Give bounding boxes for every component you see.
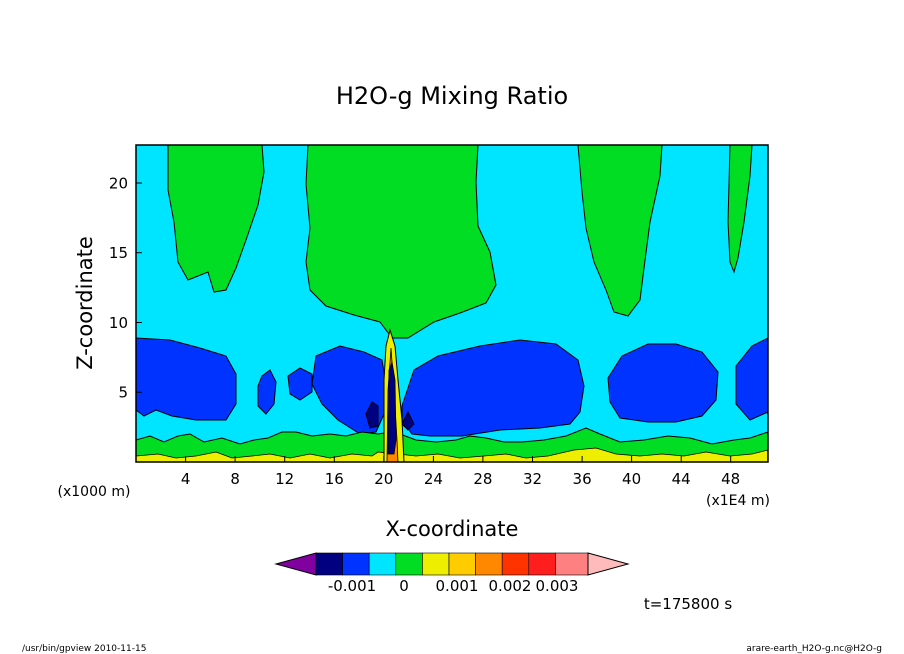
y-axis: 5 10 15 20 Z-coordinate (x1000 m) xyxy=(58,174,142,500)
colorbar-tick-label: 0.002 xyxy=(489,577,532,595)
x-tick-label: 16 xyxy=(325,470,344,488)
x-tick-label: 48 xyxy=(721,470,740,488)
y-tick-label: 5 xyxy=(118,384,128,402)
contour-field xyxy=(135,144,769,463)
x-tick-label: 44 xyxy=(672,470,691,488)
colorbar-lower-arrow xyxy=(274,552,317,576)
colorbar-cell xyxy=(501,552,530,576)
x-tick-label: 12 xyxy=(275,470,294,488)
dark-blue-cell-2 xyxy=(401,410,415,431)
blue-cell-6 xyxy=(607,343,719,423)
colorbar-cell xyxy=(422,552,450,576)
upper-green-plume-1 xyxy=(167,144,265,293)
blue-cell-1 xyxy=(135,337,237,421)
colorbar-cell xyxy=(555,552,589,576)
y-tick-label: 15 xyxy=(109,244,128,262)
upper-green-plume-2 xyxy=(577,144,663,317)
y-tick-label: 20 xyxy=(109,174,128,192)
colorbar-cell xyxy=(342,552,370,576)
x-tick-label: 32 xyxy=(523,470,542,488)
colorbar-cell xyxy=(395,552,423,576)
colorbar-cell xyxy=(528,552,556,576)
colorbar-cell xyxy=(368,552,397,576)
time-label: t=175800 s xyxy=(644,595,732,613)
x-tick-label: 36 xyxy=(573,470,592,488)
upper-green-plume-3 xyxy=(727,144,753,274)
y-axis-label: Z-coordinate xyxy=(73,236,97,370)
lower-yellow-band xyxy=(135,447,769,463)
blue-cell-5 xyxy=(401,339,585,437)
colorbar-cell xyxy=(315,552,343,576)
colorbar-cell xyxy=(448,552,476,576)
x-tick-label: 20 xyxy=(374,470,393,488)
x-tick-label: 8 xyxy=(230,470,240,488)
x-tick-label: 24 xyxy=(424,470,443,488)
x-tick-label: 40 xyxy=(622,470,641,488)
upper-green-central-plume xyxy=(305,144,497,339)
x-tick-label: 28 xyxy=(473,470,492,488)
x-tick-label: 4 xyxy=(181,470,191,488)
y-unit-label: (x1000 m) xyxy=(58,484,131,500)
colorbar-tick-label: 0.001 xyxy=(436,577,479,595)
colorbar-tick-label: 0.003 xyxy=(536,577,579,595)
chart-title: H2O-g Mixing Ratio xyxy=(336,82,568,110)
colorbar-tick-label: -0.001 xyxy=(328,577,376,595)
x-unit-label: (x1E4 m) xyxy=(706,493,770,509)
colorbar-upper-arrow xyxy=(587,552,630,576)
y-tick-label: 10 xyxy=(109,314,128,332)
colorbar: -0.001 0 0.001 0.002 0.003 xyxy=(274,552,630,595)
colorbar-cell xyxy=(475,552,503,576)
blue-cell-3 xyxy=(287,367,313,401)
dark-blue-cell-1 xyxy=(365,401,379,429)
plot-frame xyxy=(135,144,769,463)
central-dark-column xyxy=(387,360,397,455)
blue-cell-2 xyxy=(257,369,277,415)
colorbar-tick-label: 0 xyxy=(399,577,409,595)
x-axis-label: X-coordinate xyxy=(386,517,519,541)
footer-left: /usr/bin/gpview 2010-11-15 xyxy=(22,644,146,654)
x-axis: 4 8 12 16 20 24 28 32 36 40 44 48 (x1E4 … xyxy=(181,456,770,541)
footer-right: arare-earth_H2O-g.nc@H2O-g xyxy=(746,644,882,654)
